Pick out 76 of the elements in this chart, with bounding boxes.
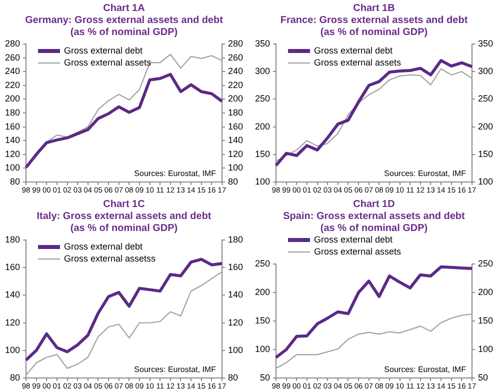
y2-tick-label: 120 [228,148,244,159]
y2-tick-label: 80 [228,372,238,382]
y2-tick-label: 180 [228,107,244,118]
annotation: Sources: Eurostat, IMF [384,365,466,374]
y2-tick-label: 200 [228,94,244,104]
legend-label: Gross external assets [64,57,152,68]
y2-tick-label: 150 [478,148,494,159]
annotation: Sources: Eurostat, IMF [134,365,216,374]
y-tick-label: 50 [260,372,270,382]
legend-label: Gross external assets [314,246,402,256]
y-tick-label: 140 [4,290,20,300]
y-tick-label: 200 [254,286,270,297]
y2-tick-label: 100 [228,344,244,355]
chart-subtitle: Spain: Gross external assets and debt (as % of nominal GDP) [283,210,466,234]
chart-title: Chart 1B [353,2,395,14]
y2-tick-label: 220 [228,80,244,90]
chart-title: Chart 1C [103,198,145,210]
y-tick-label: 350 [254,38,270,48]
legend-label: Gross external assetss [64,253,156,264]
legend-label: Gross external assets [314,57,402,68]
y-tick-label: 100 [254,176,270,186]
y-tick-label: 180 [4,234,20,244]
y-tick-label: 100 [254,344,270,354]
legend-label: Gross external debt [64,45,144,56]
y-tick-label: 120 [4,148,20,159]
chart-title: Chart 1A [103,2,145,14]
y2-tick-label: 80 [228,176,238,186]
y-tick-label: 250 [254,258,270,268]
y2-tick-label: 200 [478,121,494,132]
y2-tick-label: 160 [228,121,244,132]
y2-tick-label: 200 [478,286,494,297]
y2-tick-label: 260 [228,52,244,62]
y-tick-label: 100 [4,344,20,355]
y2-tick-label: 140 [228,135,244,146]
legend-label: Gross external debt [314,45,394,56]
y-tick-label: 240 [4,66,20,76]
annotation: Sources: Eurostat, IMF [134,169,216,178]
y-tick-label: 250 [254,94,270,104]
y-tick-label: 160 [4,262,20,272]
y2-tick-label: 100 [478,176,494,186]
y2-tick-label: 240 [228,66,244,76]
y2-tick-label: 150 [478,315,494,326]
y-tick-label: 280 [4,38,20,48]
y2-tick-label: 100 [478,344,494,354]
y-tick-label: 220 [4,80,20,90]
y-tick-label: 180 [4,107,20,118]
y2-tick-label: 250 [478,258,494,268]
y-tick-label: 120 [4,317,20,328]
legend-label: Gross external debt [64,241,144,252]
y-tick-label: 300 [254,66,270,76]
y2-tick-label: 100 [228,162,244,173]
y-tick-label: 100 [4,162,20,173]
y2-tick-label: 280 [228,38,244,48]
y-tick-label: 150 [254,148,270,159]
chart-subtitle: Italy: Gross external assets and debt (as % of nominal GDP) [36,210,212,234]
y-tick-label: 140 [4,135,20,146]
y-tick-label: 160 [4,121,20,132]
y-tick-label: 200 [254,121,270,132]
y-tick-label: 150 [254,315,270,326]
y-tick-label: 200 [4,94,20,104]
y2-tick-label: 350 [478,38,494,48]
y-tick-label: 80 [10,372,20,382]
y2-tick-label: 250 [478,94,494,104]
y-tick-label: 260 [4,52,20,62]
annotation: Sources: Eurostat, IMF [384,169,466,178]
y2-tick-label: 50 [478,372,488,382]
chart-title: Chart 1D [353,198,395,210]
y2-tick-label: 140 [228,290,244,300]
y-tick-label: 80 [10,176,20,186]
y2-tick-label: 120 [228,317,244,328]
y2-tick-label: 300 [478,66,494,76]
y2-tick-label: 180 [228,234,244,244]
y2-tick-label: 160 [228,262,244,272]
legend-label: Gross external debt [314,234,394,244]
chart-subtitle: France: Gross external assets and debt (as % of nominal GDP) [280,14,468,38]
chart-subtitle: Germany: Gross external assets and debt (as % of nominal GDP) [25,14,224,38]
